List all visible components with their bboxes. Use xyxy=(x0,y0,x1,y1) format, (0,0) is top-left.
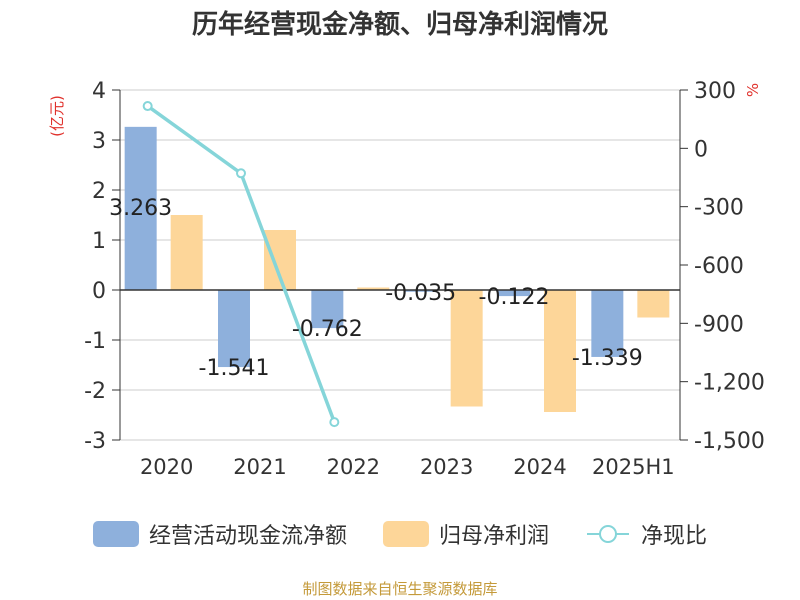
y-left-unit-label: (亿元) xyxy=(48,95,66,137)
x-tick-label: 2020 xyxy=(140,455,193,479)
y-left-tick-label: -1 xyxy=(84,329,106,354)
bar-profit xyxy=(544,290,576,412)
y-right-tick-label: -600 xyxy=(694,254,744,279)
data-label-cashflow: -0.035 xyxy=(385,281,456,306)
bar-cashflow xyxy=(124,126,157,290)
chart-plot: 4 3 2 1 0 -1 -2 -3 300 0 -300 -600 -900 -1,200 -1,500 2… xyxy=(48,79,765,479)
y-right-tick-label: -1,200 xyxy=(694,371,765,396)
legend-label-cashflow: 经营活动现金流净额 xyxy=(148,524,347,549)
y-right-tick-label: -900 xyxy=(694,312,744,337)
legend-swatch-profit xyxy=(382,521,429,547)
ratio-line xyxy=(142,101,340,428)
grid-lines xyxy=(120,89,680,441)
y-left-tick-label: -2 xyxy=(84,379,106,404)
ratio-point xyxy=(329,417,340,428)
data-label-cashflow: 3.263 xyxy=(109,196,172,221)
y-right-tick-label: -300 xyxy=(694,196,744,221)
data-label-cashflow: -0.762 xyxy=(292,317,363,342)
y-right-tick-label: 300 xyxy=(694,79,736,104)
bar-cashflow xyxy=(218,290,250,368)
bar-profit xyxy=(170,215,203,290)
axes: 4 3 2 1 0 -1 -2 -3 300 0 -300 -600 -900 -1,200 -1,500 2… xyxy=(84,79,765,479)
bar-cashflow xyxy=(404,290,437,292)
ratio-point xyxy=(236,168,246,179)
legend-item-ratio[interactable]: 净现比 xyxy=(585,518,707,550)
chart-title: 历年经营现金净额、归母净利润情况 xyxy=(191,10,608,40)
legend-label-profit: 归母净利润 xyxy=(438,524,549,549)
y-left-tick-label: 1 xyxy=(92,229,106,254)
y-right-tick-label: 0 xyxy=(694,137,708,162)
y-left-tick-label: 0 xyxy=(92,279,106,304)
x-tick-label: 2021 xyxy=(233,455,286,479)
ratio-point xyxy=(142,101,153,112)
legend-swatch-ratio xyxy=(587,525,629,543)
y-left-tick-label: -3 xyxy=(84,429,106,454)
y-right-tick-label: -1,500 xyxy=(694,429,765,454)
legend: 经营活动现金流净额 归母净利润 净现比 xyxy=(0,512,800,556)
bar-cashflow xyxy=(498,290,530,297)
source-footer: 制图数据来自恒生聚源数据库 xyxy=(302,580,498,598)
y-left-tick-label: 4 xyxy=(92,79,106,104)
data-label-cashflow: -0.122 xyxy=(479,285,550,310)
legend-swatch-cashflow xyxy=(92,521,139,547)
y-left-tick-label: 3 xyxy=(92,129,106,154)
bar-cashflow xyxy=(591,290,624,357)
legend-label-ratio: 净现比 xyxy=(641,524,708,549)
y-left-tick-label: 2 xyxy=(92,179,106,204)
bar-profit xyxy=(450,290,483,407)
bar-cashflow xyxy=(311,290,344,329)
data-labels: 3.263 -1.541 -0.762 -0.035 -0.122 -1.339 xyxy=(109,196,643,381)
data-label-cashflow: -1.339 xyxy=(572,346,643,371)
legend-item-cashflow[interactable]: 经营活动现金流净额 xyxy=(92,518,347,550)
bars xyxy=(124,126,670,412)
bar-profit xyxy=(357,287,390,290)
x-tick-label: 2025H1 xyxy=(592,455,675,479)
y-right-unit-label: % xyxy=(744,83,762,97)
legend-item-profit[interactable]: 归母净利润 xyxy=(382,518,549,550)
x-tick-label: 2022 xyxy=(327,455,380,479)
x-tick-label: 2023 xyxy=(420,455,473,479)
data-label-cashflow: -1.541 xyxy=(199,356,270,381)
bar-profit xyxy=(637,290,670,318)
x-tick-label: 2024 xyxy=(513,455,566,479)
